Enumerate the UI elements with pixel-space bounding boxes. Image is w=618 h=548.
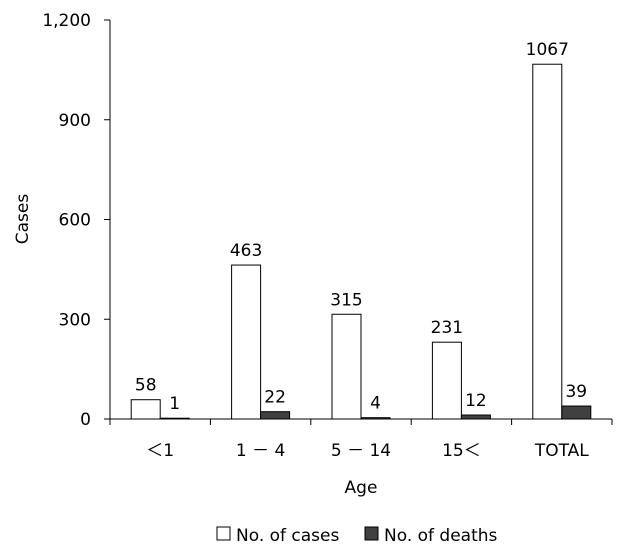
- category-labels: ＜1 1 － 4 5 － 14 15＜ TOTAL: [146, 441, 589, 461]
- bar-deaths: [260, 411, 291, 420]
- data-label-deaths: 12: [465, 391, 487, 411]
- y-tick-label: 900: [59, 111, 91, 131]
- y-tick-label: 0: [80, 410, 91, 430]
- x-axis-ticks: [109, 419, 613, 425]
- bar-cases: [231, 264, 262, 420]
- data-label-cases: 463: [230, 241, 262, 261]
- legend-label-cases: No. of cases: [236, 526, 339, 546]
- x-tick-label: ＜1: [146, 441, 174, 461]
- y-axis-title: Cases: [13, 194, 33, 245]
- bar-deaths: [561, 405, 592, 420]
- bar-cases: [431, 341, 462, 420]
- data-label-cases: 231: [431, 318, 463, 338]
- bar-cases: [331, 313, 362, 420]
- x-axis-title: Age: [345, 478, 378, 498]
- data-label-cases: 58: [135, 376, 157, 396]
- x-tick-label: 5 － 14: [331, 441, 391, 461]
- legend: No. of cases No. of deaths: [216, 526, 498, 546]
- bar-cases: [532, 63, 563, 420]
- data-label-deaths: 4: [370, 394, 381, 414]
- y-tick-label: 600: [59, 211, 91, 231]
- x-tick-label: 15＜: [442, 441, 481, 461]
- x-tick-label: 1 － 4: [236, 441, 285, 461]
- bar-cases: [130, 399, 161, 420]
- bars: [130, 63, 592, 420]
- x-tick-label: TOTAL: [534, 441, 589, 461]
- data-label-deaths: 39: [565, 382, 587, 402]
- legend-label-deaths: No. of deaths: [384, 526, 498, 546]
- y-axis-ticks: 0 300 600 900 1,200: [42, 11, 110, 430]
- data-label-cases: 1067: [526, 40, 569, 60]
- legend-swatch-deaths: [364, 526, 379, 541]
- bar-deaths: [460, 414, 491, 420]
- data-labels: 58 1 463 22 315 4 231 12 1067 39: [135, 40, 587, 414]
- legend-swatch-cases: [216, 526, 231, 541]
- y-tick-label: 300: [59, 310, 91, 330]
- data-label-deaths: 1: [169, 394, 180, 414]
- data-label-deaths: 22: [264, 388, 286, 408]
- data-label-cases: 315: [330, 290, 362, 310]
- y-tick-label: 1,200: [42, 11, 91, 31]
